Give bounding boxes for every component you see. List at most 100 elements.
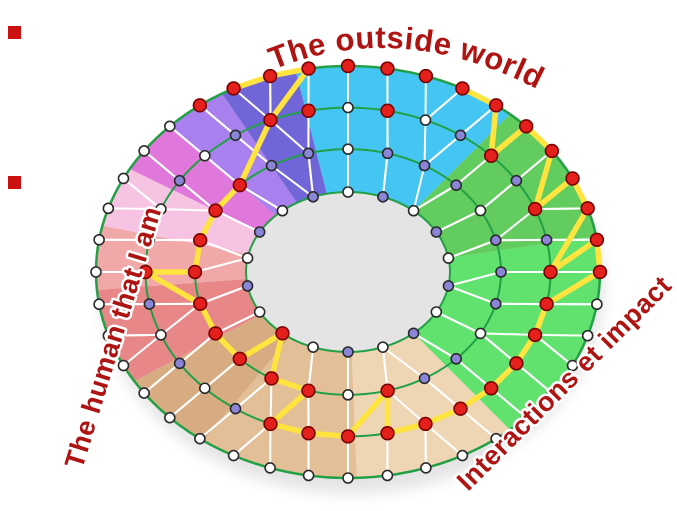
graph-node[interactable] [301, 61, 316, 76]
sector-indigo[interactable] [222, 70, 327, 203]
graph-node[interactable] [173, 357, 186, 370]
graph-node[interactable] [420, 462, 432, 474]
graph-node[interactable] [580, 201, 595, 216]
graph-node[interactable] [208, 203, 223, 218]
graph-node[interactable] [199, 149, 211, 162]
graph-node[interactable] [418, 372, 431, 385]
graph-node[interactable] [264, 462, 276, 474]
graph-node[interactable] [199, 382, 211, 395]
graph-node[interactable] [474, 327, 487, 340]
graph-node[interactable] [138, 387, 150, 399]
graph-node[interactable] [509, 356, 524, 371]
graph-node[interactable] [488, 98, 504, 113]
graph-node[interactable] [377, 191, 389, 203]
graph-node[interactable] [192, 98, 208, 113]
graph-node[interactable] [450, 179, 462, 191]
graph-node[interactable] [381, 147, 394, 160]
graph-node[interactable] [380, 103, 395, 118]
sector-tan[interactable] [203, 337, 357, 478]
graph-node[interactable] [442, 280, 455, 292]
graph-node[interactable] [340, 429, 356, 444]
graph-node[interactable] [418, 159, 431, 172]
graph-node[interactable] [173, 174, 186, 187]
graph-node[interactable] [227, 449, 240, 462]
graph-node[interactable] [275, 326, 290, 341]
graph-node[interactable] [253, 226, 266, 238]
graph-node[interactable] [543, 264, 558, 280]
graph-node[interactable] [301, 426, 316, 441]
graph-node[interactable] [539, 296, 554, 312]
graph-node[interactable] [520, 411, 532, 424]
graph-node[interactable] [489, 297, 502, 310]
graph-node[interactable] [380, 426, 395, 441]
graph-node[interactable] [164, 411, 176, 424]
graph-node[interactable] [407, 204, 420, 217]
graph-node[interactable] [193, 233, 208, 248]
graph-node[interactable] [302, 469, 315, 482]
graph-node[interactable] [262, 68, 278, 84]
graph-node[interactable] [307, 341, 319, 353]
graph-node[interactable] [138, 145, 150, 157]
graph-node[interactable] [263, 112, 278, 128]
graph-node[interactable] [340, 58, 356, 74]
sector-bright-green[interactable] [413, 236, 601, 430]
graph-node[interactable] [483, 148, 499, 163]
graph-node[interactable] [301, 383, 316, 398]
graph-node[interactable] [263, 416, 278, 432]
graph-node[interactable] [454, 129, 467, 142]
graph-node[interactable] [377, 341, 389, 353]
sector-pink[interactable] [102, 169, 260, 255]
graph-node[interactable] [301, 103, 316, 118]
graph-node[interactable] [143, 234, 156, 246]
graph-node[interactable] [490, 432, 502, 445]
graph-node[interactable] [241, 280, 254, 292]
graph-node[interactable] [450, 353, 462, 365]
graph-node[interactable] [342, 186, 354, 198]
graph-node[interactable] [566, 359, 579, 372]
graph-node[interactable] [342, 346, 354, 358]
sector-dark-tan[interactable] [134, 314, 290, 441]
graph-node[interactable] [117, 359, 130, 372]
graph-node[interactable] [510, 174, 523, 187]
graph-node[interactable] [102, 202, 115, 215]
graph-node[interactable] [155, 203, 167, 215]
graph-node[interactable] [276, 204, 289, 217]
graph-node[interactable] [540, 234, 553, 246]
graph-node[interactable] [589, 232, 605, 247]
graph-node[interactable] [489, 234, 502, 247]
sector-magenta[interactable] [129, 126, 276, 232]
graph-node[interactable] [430, 226, 443, 238]
graph-node[interactable] [102, 329, 115, 342]
graph-node[interactable] [93, 233, 105, 246]
graph-node[interactable] [264, 371, 279, 386]
graph-node[interactable] [565, 171, 580, 186]
graph-node[interactable] [495, 266, 507, 278]
graph-node[interactable] [453, 401, 468, 416]
graph-node[interactable] [418, 416, 433, 432]
graph-node[interactable] [208, 326, 223, 341]
graph-node[interactable] [591, 298, 603, 311]
graph-node[interactable] [455, 81, 470, 96]
graph-node[interactable] [456, 449, 469, 462]
graph-node[interactable] [155, 329, 167, 341]
graph-node[interactable] [581, 329, 594, 342]
graph-node[interactable] [93, 298, 105, 311]
graph-node[interactable] [518, 119, 534, 134]
graph-node[interactable] [407, 327, 420, 340]
graph-node[interactable] [193, 296, 208, 311]
graph-node[interactable] [342, 389, 354, 401]
graph-node[interactable] [265, 159, 278, 172]
graph-node[interactable] [117, 172, 130, 185]
graph-node[interactable] [302, 147, 315, 160]
graph-node[interactable] [164, 120, 176, 133]
graph-node[interactable] [380, 61, 395, 76]
graph-node[interactable] [253, 306, 266, 318]
graph-node[interactable] [342, 143, 354, 155]
graph-node[interactable] [418, 68, 434, 84]
sector-light-salmon[interactable] [96, 225, 249, 290]
sector-light-tan[interactable] [351, 333, 510, 478]
graph-node[interactable] [546, 387, 558, 399]
graph-node[interactable] [241, 252, 254, 264]
graph-node[interactable] [592, 264, 608, 280]
graph-node[interactable] [342, 472, 354, 484]
